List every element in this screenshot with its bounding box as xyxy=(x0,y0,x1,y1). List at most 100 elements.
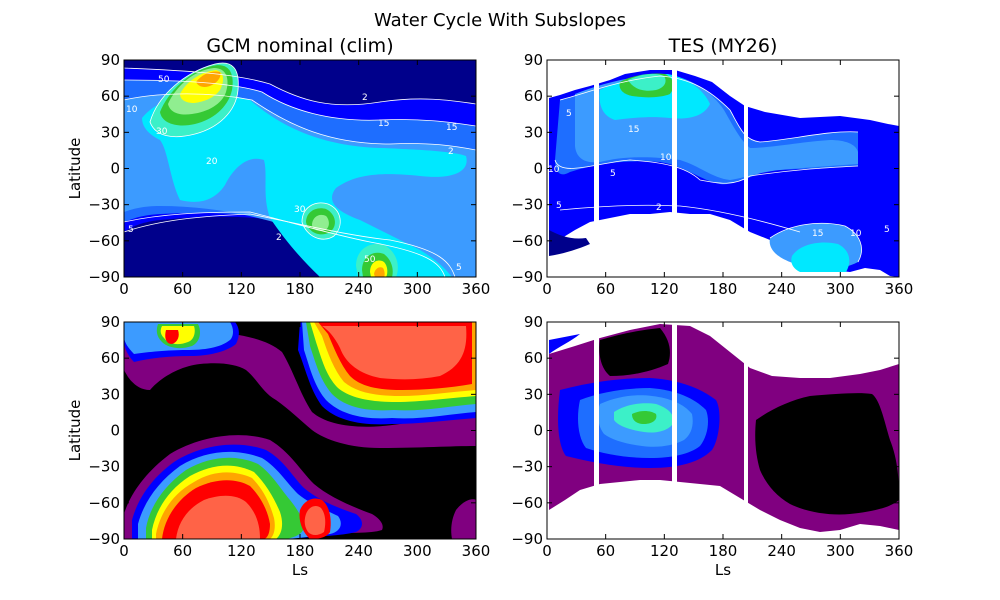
gcm-contour-label-1: 50 xyxy=(158,75,170,85)
y-tick-label: 30 xyxy=(524,385,543,403)
gcm-contour-label-8: 2 xyxy=(448,147,454,157)
x-tick-label: 60 xyxy=(596,280,615,298)
tes-contour-label-1: 5 xyxy=(566,109,572,119)
tes-contour-label-8: 15 xyxy=(812,229,823,239)
bl-level-purple-se xyxy=(451,499,476,539)
y-tick-label: 0 xyxy=(533,422,543,440)
y-tick-label: 30 xyxy=(101,123,120,141)
tes-south-navy xyxy=(549,230,590,256)
gcm-contour-label-13: 5 xyxy=(456,263,462,273)
tes-gap-1 xyxy=(594,60,599,277)
y-tick-label: 60 xyxy=(101,87,120,105)
br-level-blue-north xyxy=(549,334,580,354)
x-tick-label: 120 xyxy=(650,542,679,560)
gcm-contour-label-7: 15 xyxy=(446,123,457,133)
br-level-black-2 xyxy=(755,393,899,515)
tes-bottom-gap-3 xyxy=(744,322,748,539)
x-tick-label: 60 xyxy=(173,542,192,560)
y-tick-label: 90 xyxy=(101,313,120,331)
x-axis-label: Ls xyxy=(292,561,308,579)
x-tick-label: 300 xyxy=(403,542,432,560)
panel-bottom-right xyxy=(547,322,899,539)
y-tick-label: 60 xyxy=(524,349,543,367)
y-tick-label: 90 xyxy=(101,51,120,69)
x-axis-label: Ls xyxy=(715,561,731,579)
x-tick-label: 60 xyxy=(173,280,192,298)
y-axis-label: Latitude xyxy=(66,138,84,200)
panel-bottom-left xyxy=(124,322,476,539)
axes-top-left: 0 60 120 180 240 300 3609060300−30−60−90Latitu… xyxy=(66,51,490,298)
gcm-level-orange xyxy=(196,71,221,87)
bl-level-salmon-north xyxy=(322,326,467,380)
gcm-contour-label-12: 50 xyxy=(364,255,376,265)
x-tick-label: 0 xyxy=(119,542,129,560)
tes-contour-label-3: 10 xyxy=(548,165,560,175)
gcm-contour-label-11: 2 xyxy=(276,233,282,243)
y-tick-label: −60 xyxy=(511,232,543,250)
y-tick-label: 0 xyxy=(110,160,120,178)
tes-contour-label-10: 5 xyxy=(884,225,890,235)
x-tick-label: 240 xyxy=(344,542,373,560)
x-tick-label: 240 xyxy=(767,542,796,560)
tes-level-cyan-south xyxy=(791,242,850,272)
y-tick-label: −90 xyxy=(511,530,543,548)
x-tick-label: 0 xyxy=(542,280,552,298)
x-tick-label: 360 xyxy=(462,542,491,560)
gcm-contour-label-10: 5 xyxy=(128,225,134,235)
gcm-contour-label-9: 30 xyxy=(294,205,306,215)
gcm-level-lightgreen-south xyxy=(312,214,329,231)
y-tick-label: −90 xyxy=(88,268,120,286)
bl-level-red-nw xyxy=(165,330,179,344)
gcm-bottom-field xyxy=(124,322,476,539)
br-level-black-1 xyxy=(599,328,670,376)
x-tick-label: 180 xyxy=(709,542,738,560)
tes-contour-label-4: 5 xyxy=(610,169,616,179)
y-tick-label: 30 xyxy=(101,385,120,403)
x-tick-label: 180 xyxy=(286,280,315,298)
axes-layer: 0 60 120 180 240 300 3609060300−30−60−90Latitu… xyxy=(66,51,913,579)
y-tick-label: −30 xyxy=(511,458,543,476)
x-tick-label: 300 xyxy=(826,542,855,560)
x-tick-label: 0 xyxy=(542,542,552,560)
panel-top-right: TES (MY26) 5 15 10 xyxy=(547,35,899,277)
x-tick-label: 180 xyxy=(286,542,315,560)
panel-title-tes: TES (MY26) xyxy=(668,35,778,57)
x-tick-label: 300 xyxy=(826,280,855,298)
gcm-level-orange-spole xyxy=(374,267,385,277)
gcm-level-cyan xyxy=(142,93,467,277)
tes-gap-2 xyxy=(672,60,677,277)
x-tick-label: 300 xyxy=(403,280,432,298)
y-tick-label: 30 xyxy=(524,123,543,141)
tes-gap-3 xyxy=(744,60,748,277)
x-tick-label: 360 xyxy=(462,280,491,298)
tes-contour-label-6: 5 xyxy=(556,201,562,211)
y-tick-label: −30 xyxy=(88,196,120,214)
tes-contour-label-7: 2 xyxy=(656,203,662,213)
figure-suptitle: Water Cycle With Subslopes xyxy=(374,10,626,31)
y-tick-label: 0 xyxy=(533,160,543,178)
panel-top-left: GCM nominal (clim) xyxy=(124,35,476,277)
panel-title-gcm: GCM nominal (clim) xyxy=(206,35,393,57)
tes-contour-label-9: 10 xyxy=(850,229,862,239)
y-tick-label: −30 xyxy=(88,458,120,476)
bl-level-salmon-south xyxy=(176,495,260,539)
y-tick-label: −60 xyxy=(88,494,120,512)
y-tick-label: −60 xyxy=(88,232,120,250)
tes-bottom-gap-2 xyxy=(672,322,677,539)
bl-level-salmon-south2 xyxy=(304,506,326,535)
y-tick-label: 60 xyxy=(524,87,543,105)
x-tick-label: 240 xyxy=(767,280,796,298)
tes-level-aqua xyxy=(628,73,666,91)
x-tick-label: 120 xyxy=(227,542,256,560)
x-tick-label: 180 xyxy=(709,280,738,298)
x-tick-label: 120 xyxy=(227,280,256,298)
y-axis-label: Latitude xyxy=(66,400,84,462)
y-tick-label: 90 xyxy=(524,313,543,331)
gcm-contour-labels: 50 10 30 2 15 20 15 2 30 5 2 50 5 xyxy=(126,75,462,273)
gcm-contour-label-6: 20 xyxy=(206,157,218,167)
x-tick-label: 60 xyxy=(596,542,615,560)
gcm-contour-label-4: 2 xyxy=(362,93,368,103)
tes-contour-lines xyxy=(554,75,862,263)
